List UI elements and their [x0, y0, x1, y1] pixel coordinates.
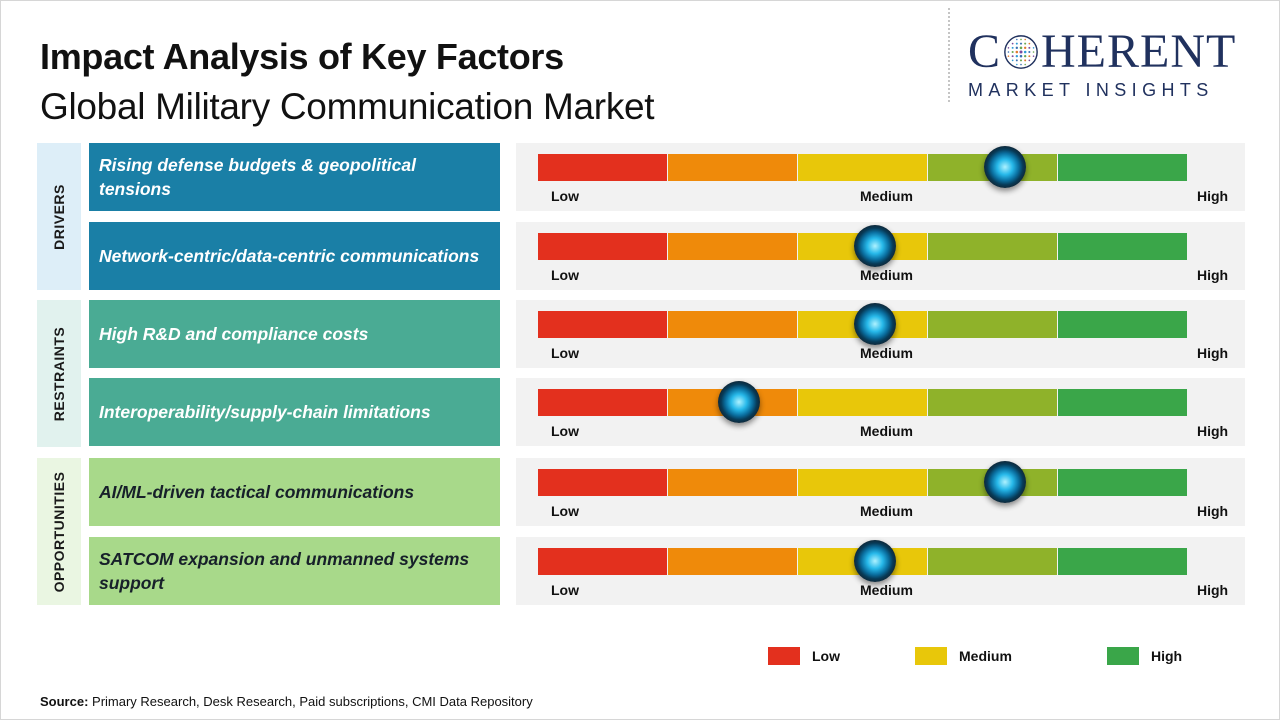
page-title: Impact Analysis of Key Factors — [40, 36, 564, 77]
source-note: Source: Primary Research, Desk Research,… — [40, 694, 533, 709]
gauge-segment — [1058, 311, 1187, 338]
category-restraints: RESTRAINTS — [37, 300, 81, 447]
impact-gauge: Low Medium High — [516, 378, 1245, 446]
gauge-segment — [538, 389, 667, 416]
category-opportunities: OPPORTUNITIES — [37, 458, 81, 605]
gauge-segment — [928, 389, 1057, 416]
gauge-tick-medium: Medium — [860, 503, 913, 519]
gauge-tick-medium: Medium — [860, 582, 913, 598]
gauge-segment — [1058, 154, 1187, 181]
gauge-tick-high: High — [1197, 503, 1229, 519]
factor-label: Network-centric/data-centric communicati… — [89, 222, 500, 290]
category-drivers: DRIVERS — [37, 143, 81, 290]
impact-marker — [854, 540, 897, 582]
gauge-tick-high: High — [1197, 267, 1229, 283]
logo-brand-left: C — [968, 25, 1002, 78]
logo-brand-right: HERENT — [1041, 25, 1237, 78]
impact-gauge: Low Medium High — [516, 300, 1245, 368]
impact-marker — [984, 461, 1027, 503]
gauge-segment — [1058, 389, 1187, 416]
impact-marker — [854, 303, 897, 345]
impact-marker — [984, 146, 1027, 188]
source-text: Primary Research, Desk Research, Paid su… — [88, 694, 533, 709]
gauge-segment — [928, 311, 1057, 338]
legend-item-low: Low — [768, 647, 840, 665]
gauge-segment — [538, 469, 667, 496]
gauge-segment — [668, 233, 797, 260]
gauge-tick-high: High — [1197, 188, 1229, 204]
gauge-tick-low: Low — [551, 188, 579, 204]
gauge-tick-low: Low — [551, 503, 579, 519]
gauge-segment — [1058, 469, 1187, 496]
impact-gauge: Low Medium High — [516, 537, 1245, 605]
gauge-segment — [668, 311, 797, 338]
impact-marker — [854, 225, 897, 267]
legend-label-high: High — [1151, 648, 1183, 664]
category-label: OPPORTUNITIES — [51, 471, 67, 592]
gauge-segment — [928, 548, 1057, 575]
gauge-tick-high: High — [1197, 423, 1229, 439]
gauge-segment — [798, 469, 927, 496]
legend-label-low: Low — [812, 648, 840, 664]
factor-label: High R&D and compliance costs — [89, 300, 500, 368]
gauge-tick-medium: Medium — [860, 345, 913, 361]
impact-marker — [718, 381, 761, 423]
impact-gauge: Low Medium High — [516, 222, 1245, 290]
gauge-segment — [538, 311, 667, 338]
legend-swatch-high — [1107, 647, 1139, 665]
impact-gauge: Low Medium High — [516, 143, 1245, 211]
gauge-segment — [928, 233, 1057, 260]
gauge-segment — [668, 548, 797, 575]
gauge-segment — [798, 154, 927, 181]
gauge-segment — [798, 389, 927, 416]
legend-swatch-medium — [915, 647, 947, 665]
globe-dots-icon — [1004, 35, 1038, 69]
gauge-segment — [1058, 548, 1187, 575]
factor-label: SATCOM expansion and unmanned systems su… — [89, 537, 500, 605]
logo-divider — [948, 8, 950, 102]
factor-label: Interoperability/supply-chain limitation… — [89, 378, 500, 446]
factor-label: AI/ML-driven tactical communications — [89, 458, 500, 526]
legend-item-high: High — [1107, 647, 1182, 665]
brand-logo: C HERENT MARKET INSIGHTS — [968, 28, 1268, 101]
gauge-segment — [538, 548, 667, 575]
legend-swatch-low — [768, 647, 800, 665]
gauge-tick-low: Low — [551, 423, 579, 439]
gauge-segment — [538, 154, 667, 181]
gauge-segment — [668, 154, 797, 181]
gauge-tick-high: High — [1197, 582, 1229, 598]
source-label: Source: — [40, 694, 89, 709]
gauge-segment — [538, 233, 667, 260]
gauge-segment — [1058, 233, 1187, 260]
gauge-tick-medium: Medium — [860, 423, 913, 439]
category-label: RESTRAINTS — [51, 326, 67, 421]
gauge-tick-low: Low — [551, 267, 579, 283]
gauge-tick-low: Low — [551, 345, 579, 361]
gauge-tick-high: High — [1197, 345, 1229, 361]
legend-label-medium: Medium — [959, 648, 1012, 664]
gauge-tick-medium: Medium — [860, 188, 913, 204]
gauge-tick-low: Low — [551, 582, 579, 598]
page-subtitle: Global Military Communication Market — [40, 86, 655, 127]
legend-item-medium: Medium — [915, 647, 1012, 665]
gauge-tick-medium: Medium — [860, 267, 913, 283]
gauge-segment — [668, 469, 797, 496]
impact-gauge: Low Medium High — [516, 458, 1245, 526]
factor-label: Rising defense budgets & geopolitical te… — [89, 143, 500, 211]
category-label: DRIVERS — [51, 183, 67, 250]
logo-tagline: MARKET INSIGHTS — [968, 80, 1214, 100]
